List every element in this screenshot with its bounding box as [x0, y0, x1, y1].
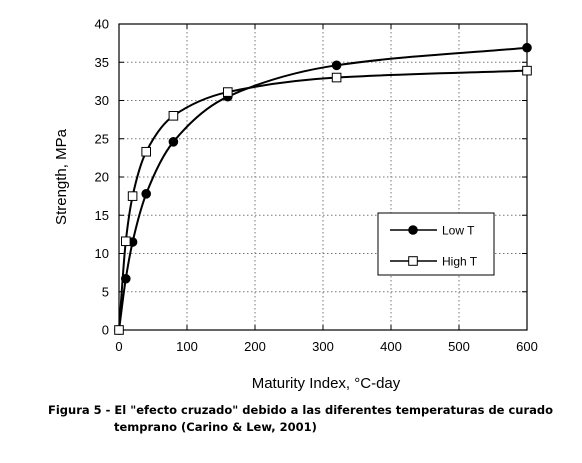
y-tick-label: 10 — [95, 246, 109, 261]
y-tick-label: 25 — [95, 131, 109, 146]
legend-label-1: Low T — [442, 224, 475, 238]
axis-ticks: 0 100 200 300 400 500 600 0 5 10 15 20 25 30 35 40 — [95, 17, 538, 355]
strength-maturity-chart: 0 100 200 300 400 500 600 0 5 10 15 20 25 30 35 40 Stre… — [53, 17, 538, 393]
y-tick-label: 35 — [95, 55, 109, 70]
data-point-series-1 — [522, 42, 532, 53]
data-point-series-2 — [127, 191, 138, 201]
y-tick-label: 5 — [102, 284, 109, 299]
caption-line-2: temprano (Carino & Lew, 2001) — [114, 420, 317, 434]
data-point-series-2 — [223, 87, 233, 97]
x-tick-label: 500 — [448, 339, 470, 354]
data-point-series-1 — [168, 137, 179, 147]
x-tick-label: 300 — [312, 339, 334, 354]
data-point-series-1 — [141, 189, 151, 199]
data-point-series-2 — [114, 325, 124, 335]
y-axis-title: Strength, MPa — [53, 128, 70, 225]
y-tick-label: 40 — [95, 17, 109, 32]
grid-lines — [119, 24, 527, 330]
legend-box — [377, 212, 495, 276]
x-tick-label: 0 — [115, 339, 122, 354]
caption-line-1: Figura 5 - El "efecto cruzado" debido a … — [48, 403, 554, 417]
legend-label-2: High T — [442, 255, 478, 269]
data-point-series-2 — [168, 111, 179, 121]
legend-marker-2 — [408, 256, 418, 266]
data-point-series-2 — [522, 65, 532, 76]
data-markers — [114, 42, 532, 335]
x-tick-label: 100 — [176, 339, 198, 354]
y-tick-label: 0 — [102, 323, 109, 338]
x-tick-label: 200 — [244, 339, 266, 354]
data-point-series-2 — [141, 146, 151, 157]
data-point-series-1 — [331, 60, 342, 71]
data-point-series-2 — [331, 72, 342, 83]
legend-marker-1 — [408, 225, 418, 235]
x-axis-title: Maturity Index, °C-day — [252, 375, 401, 392]
y-tick-label: 30 — [95, 93, 109, 108]
y-tick-label: 20 — [95, 170, 109, 185]
x-tick-label: 400 — [380, 339, 402, 354]
data-point-series-1 — [121, 273, 131, 284]
y-tick-label: 15 — [95, 208, 109, 223]
data-point-series-2 — [121, 236, 131, 247]
legend: Low T High T — [377, 212, 495, 276]
x-tick-label: 600 — [516, 339, 538, 354]
